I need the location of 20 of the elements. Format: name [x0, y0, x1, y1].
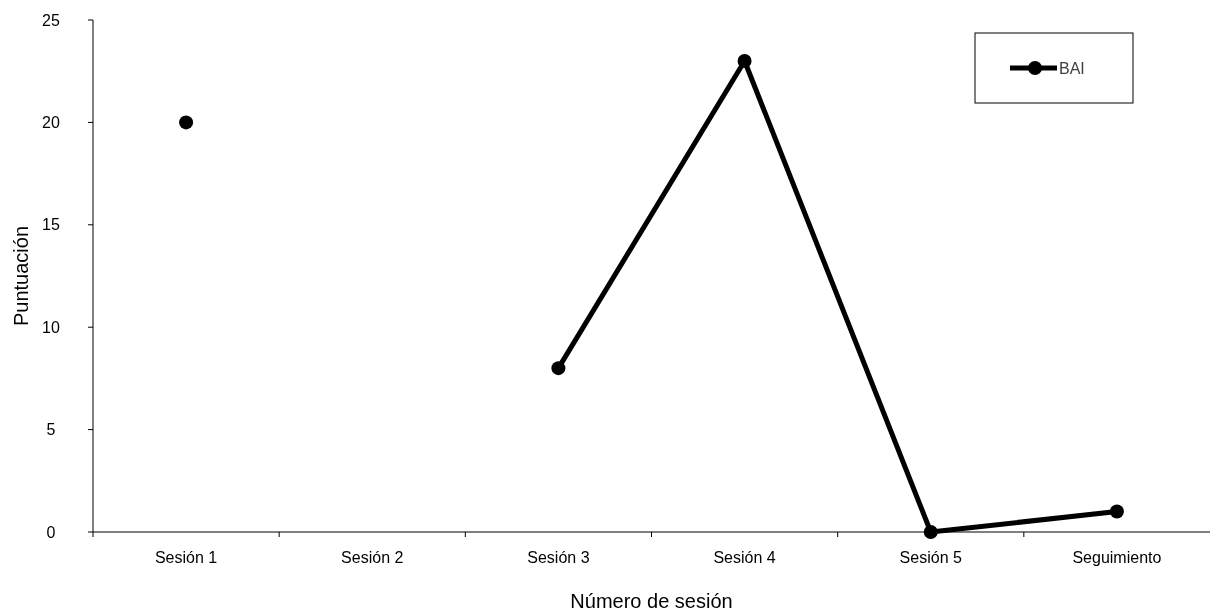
- y-axis-title: Puntuación: [10, 225, 32, 327]
- x-tick-label: Sesión 3: [527, 549, 590, 566]
- y-tick-label: 5: [46, 421, 56, 439]
- y-tick-label: 0: [46, 523, 56, 541]
- point: [737, 53, 752, 68]
- point: [551, 361, 566, 376]
- point: [179, 115, 194, 130]
- y-tick-label: 20: [42, 114, 60, 131]
- x-tick-label: Seguimiento: [1072, 549, 1162, 566]
- y-tick-label: 10: [42, 318, 60, 336]
- x-tick-label: Sesión 1: [154, 549, 218, 566]
- y-tick-label: 15: [42, 216, 60, 234]
- x-axis-title: Número de sesión: [570, 590, 733, 612]
- y-tick-label: 25: [42, 11, 60, 29]
- x-tick-label: Sesión 5: [899, 549, 962, 566]
- x-tick-label: Sesión 4: [713, 549, 776, 566]
- x-tick-label: Sesión 2: [341, 549, 404, 566]
- legend-label: BAI: [1059, 59, 1085, 77]
- point: [923, 525, 938, 539]
- point: [1109, 504, 1124, 519]
